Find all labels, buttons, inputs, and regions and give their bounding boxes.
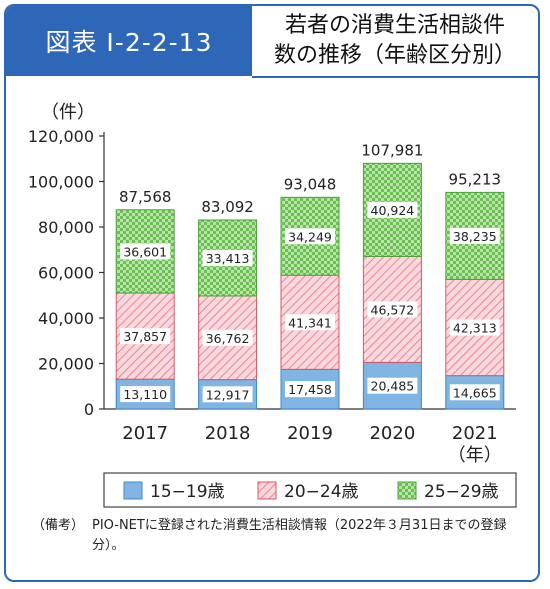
data-label: 42,313 — [453, 321, 497, 336]
y-tick-label: 80,000 — [38, 218, 94, 237]
footnote: （備考） PIO-NETに登録された消費生活相談情報（2022年３月31日までの登… — [32, 516, 532, 556]
data-label-box — [367, 201, 418, 218]
data-label-box — [367, 301, 418, 318]
data-label: 12,917 — [206, 387, 250, 402]
y-tick-label: 40,000 — [38, 309, 94, 328]
y-tick-label: 120,000 — [28, 127, 94, 146]
x-tick-label: 2017 — [122, 423, 168, 444]
data-label-box — [202, 329, 253, 346]
legend-swatch — [257, 481, 277, 500]
data-label-box — [449, 227, 500, 244]
legend-swatch — [123, 481, 143, 500]
data-label: 17,458 — [288, 382, 332, 397]
y-tick-label: 20,000 — [38, 355, 94, 374]
y-axis-label: （件） — [41, 102, 95, 123]
legend-box — [103, 472, 517, 508]
data-label: 36,601 — [123, 244, 167, 259]
total-label: 107,981 — [361, 141, 423, 159]
data-label: 36,762 — [206, 331, 250, 346]
data-label: 41,341 — [288, 315, 332, 330]
figure-number: 図表 I-2-2-13 — [6, 6, 252, 76]
y-tick-label: 100,000 — [28, 173, 94, 192]
total-label: 87,568 — [119, 188, 172, 206]
x-tick-label: 2019 — [287, 423, 333, 444]
x-tick-label: 2018 — [205, 423, 251, 444]
data-label: 13,110 — [123, 387, 167, 402]
data-label: 37,857 — [123, 329, 167, 344]
footnote-label: （備考） — [32, 518, 85, 533]
total-label: 95,213 — [449, 170, 502, 188]
legend-label: 15−19歳 — [150, 482, 225, 502]
data-label-box — [285, 314, 335, 331]
figure-frame: 図表 I-2-2-13 若者の消費生活相談件 数の推移（年齢区分別） 0 20,0… — [4, 4, 540, 582]
total-label: 83,092 — [201, 198, 254, 216]
stacked-bar-chart: 0 20,000 40,000 60,000 80,000 100,000 120,000 （… — [28, 102, 517, 508]
data-label-box — [449, 319, 500, 336]
data-label: 34,249 — [288, 229, 332, 244]
data-label: 33,413 — [206, 251, 250, 266]
data-label-box — [285, 228, 335, 245]
data-label-box — [367, 377, 418, 394]
bars — [115, 162, 505, 410]
data-label: 40,924 — [371, 203, 415, 218]
legend: 15−19歳 20−24歳 25−29歳 — [103, 472, 517, 508]
x-axis-unit: （年） — [448, 445, 502, 466]
data-labels: 13,110 37,857 36,601 87,568 12,917 36,762 33,4… — [119, 141, 502, 403]
data-label-box — [120, 328, 171, 345]
data-label-box — [285, 381, 335, 398]
data-label-box — [202, 249, 253, 266]
data-label-box — [120, 386, 171, 403]
total-label: 93,048 — [284, 175, 337, 193]
data-label-box — [449, 384, 500, 401]
y-tick-label: 60,000 — [38, 264, 94, 283]
figure-title-line-2: 数の推移（年齢区分別） — [273, 43, 516, 68]
figure-title: 若者の消費生活相談件 数の推移（年齢区分別） — [252, 6, 538, 78]
footnote-text: PIO-NETに登録された消費生活相談情報（2022年３月31日までの登録分）。 — [92, 518, 507, 553]
x-tick-label: 2020 — [369, 423, 415, 444]
legend-swatch — [397, 481, 417, 500]
axes: 0 20,000 40,000 60,000 80,000 100,000 120,000 （… — [28, 102, 516, 466]
data-label: 20,485 — [371, 379, 415, 394]
x-tick-label: 2021 — [452, 423, 498, 444]
data-label-box — [120, 243, 171, 260]
legend-label: 20−24歳 — [284, 482, 359, 502]
data-label: 46,572 — [371, 302, 415, 317]
legend-label: 25−29歳 — [424, 482, 499, 502]
y-tick-label: 0 — [84, 400, 94, 419]
figure-title-line-1: 若者の消費生活相談件 — [284, 13, 505, 38]
data-label: 38,235 — [453, 229, 497, 244]
data-label: 14,665 — [453, 385, 497, 400]
data-label-box — [202, 386, 253, 403]
